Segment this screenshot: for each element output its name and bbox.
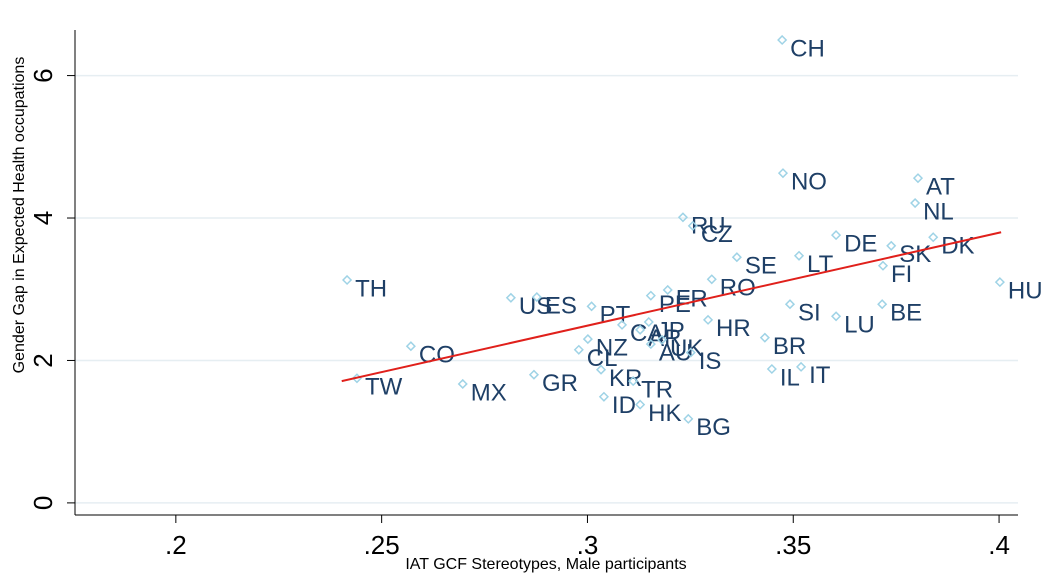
point-label: CZ xyxy=(701,221,733,248)
point xyxy=(528,369,540,380)
point xyxy=(886,240,897,251)
point xyxy=(831,311,842,322)
point xyxy=(342,274,353,286)
point xyxy=(706,274,717,285)
x-axis-title: IAT GCF Stereotypes, Male participants xyxy=(405,556,686,573)
point xyxy=(702,314,714,325)
point xyxy=(928,232,939,243)
point xyxy=(877,299,888,310)
point xyxy=(656,334,668,345)
point xyxy=(683,413,694,424)
point-label: AT xyxy=(926,173,955,200)
point-label: KR xyxy=(609,365,642,392)
point xyxy=(505,292,516,303)
point-label: NO xyxy=(791,168,827,195)
point xyxy=(912,173,924,184)
x-tick-label: .35 xyxy=(775,530,811,560)
point xyxy=(573,344,584,355)
point xyxy=(662,284,673,296)
x-tick-label: .2 xyxy=(165,530,187,560)
x-tick-label: .3 xyxy=(577,530,599,560)
point-label: IT xyxy=(809,362,831,389)
point xyxy=(994,277,1005,288)
x-tick-label: .4 xyxy=(988,530,1010,560)
point-label: BE xyxy=(890,300,922,327)
point-label: ES xyxy=(545,292,577,319)
point xyxy=(831,230,842,241)
point-label: NZ xyxy=(596,334,628,361)
point xyxy=(796,361,807,372)
point-label: CO xyxy=(419,342,455,369)
point-label: LU xyxy=(844,312,875,339)
point xyxy=(877,260,889,271)
y-tick-label: 6 xyxy=(28,68,58,82)
point xyxy=(616,319,628,330)
point-label: TR xyxy=(641,376,673,403)
point xyxy=(582,334,593,345)
point-label: US xyxy=(519,293,552,320)
point xyxy=(531,292,542,303)
y-axis-title: Gender Gap in Expected Health occupation… xyxy=(11,57,28,374)
point xyxy=(635,324,646,335)
point xyxy=(677,212,689,223)
point xyxy=(598,391,609,402)
point-label: BG xyxy=(696,414,731,441)
point-label: NL xyxy=(923,198,954,225)
y-tick-label: 4 xyxy=(28,211,58,225)
point-label: TW xyxy=(365,374,403,401)
point-label: HK xyxy=(648,400,681,427)
point xyxy=(687,220,698,231)
point-label: IS xyxy=(699,348,722,375)
point xyxy=(586,301,597,312)
point-label: GR xyxy=(542,370,578,397)
point xyxy=(784,299,796,310)
point xyxy=(759,332,770,343)
y-tick-label: 0 xyxy=(28,496,58,510)
point-label: ID xyxy=(612,392,636,419)
point xyxy=(628,376,639,387)
point-label: DK xyxy=(941,233,974,260)
point-label: DE xyxy=(844,230,877,257)
point-label: HR xyxy=(716,315,751,342)
point-label: TH xyxy=(355,275,387,302)
fit-line xyxy=(341,231,1002,383)
point xyxy=(645,290,656,301)
point xyxy=(777,168,789,179)
point xyxy=(645,339,656,350)
point xyxy=(731,252,742,263)
point xyxy=(405,341,416,352)
point-label: MX xyxy=(471,379,507,406)
point-label: PE xyxy=(659,291,691,318)
point xyxy=(457,378,468,390)
point-label: JP xyxy=(657,317,685,344)
point xyxy=(635,399,646,410)
point-label: IL xyxy=(780,364,800,391)
y-tick-label: 2 xyxy=(28,353,58,367)
x-tick-label: .25 xyxy=(364,530,400,560)
point xyxy=(777,34,788,46)
point-label: CH xyxy=(790,35,825,62)
point xyxy=(595,364,607,375)
point-label: SI xyxy=(798,300,821,327)
point xyxy=(643,316,654,328)
point-label: HU xyxy=(1008,277,1043,304)
point-label: BR xyxy=(773,333,806,360)
point-label: FI xyxy=(891,261,912,288)
point xyxy=(766,363,777,375)
point xyxy=(793,250,805,261)
point xyxy=(685,347,696,358)
point xyxy=(910,198,921,209)
point-label: UK xyxy=(670,335,703,362)
point-label: SE xyxy=(745,253,777,280)
